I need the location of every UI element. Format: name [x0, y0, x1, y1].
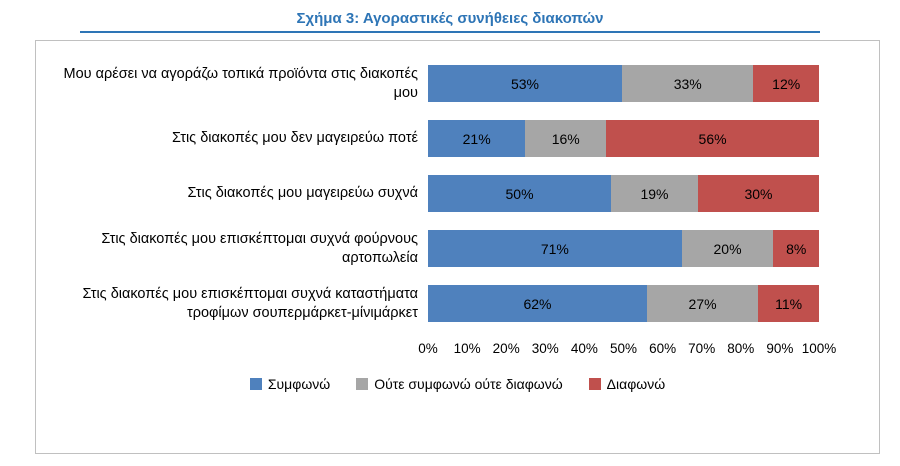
chart-title: Σχήμα 3: Αγοραστικές συνήθειες διακοπών — [296, 10, 604, 27]
x-tick-label: 50% — [609, 341, 638, 356]
stacked-bar: 62% 27% 11% — [428, 285, 819, 322]
x-tick-label: 40% — [570, 341, 598, 356]
segment-value-label: 62% — [523, 295, 552, 312]
bar-segment: 12% — [753, 65, 819, 102]
x-tick-label: 100% — [801, 341, 837, 356]
segment-value-label: 53% — [510, 75, 540, 92]
segment-value-label: 50% — [505, 185, 534, 202]
bar-segment: 53% — [428, 65, 623, 102]
legend-item: Διαφωνώ — [588, 376, 666, 392]
bar-segment: 30% — [697, 175, 819, 212]
legend-item: Συμφωνώ — [249, 376, 331, 392]
title-area: Σχήμα 3: Αγοραστικές συνήθειες διακοπών — [0, 0, 900, 33]
chart-row: Στις διακοπές μου επισκέπτομαι συχνά κατ… — [46, 285, 819, 322]
stacked-bar: 21% 16% 56% — [428, 120, 819, 157]
x-tick-label: 0% — [418, 341, 438, 356]
legend-label: Ούτε συμφωνώ ούτε διαφωνώ — [374, 376, 563, 392]
x-tick-label: 90% — [766, 341, 794, 356]
stacked-bar: 53% 33% 12% — [428, 65, 819, 102]
bar-segment: 27% — [646, 285, 759, 322]
legend-swatch-icon — [356, 378, 369, 390]
category-label: Μου αρέσει να αγοράζω τοπικά προϊόντα στ… — [63, 66, 418, 101]
x-tick-label: 10% — [453, 341, 481, 356]
segment-value-label: 12% — [772, 75, 801, 92]
legend-label: Συμφωνώ — [267, 376, 331, 392]
stacked-bar: 50% 19% 30% — [428, 175, 819, 212]
bar-segment: 71% — [428, 230, 682, 267]
category-label: Στις διακοπές μου μαγειρεύω συχνά — [187, 185, 419, 202]
chart-plot-box: Μου αρέσει να αγοράζω τοπικά προϊόντα στ… — [35, 40, 880, 454]
bar-segment: 21% — [428, 120, 526, 157]
bar-rows: Μου αρέσει να αγοράζω τοπικά προϊόντα στ… — [46, 65, 820, 340]
chart-row: Στις διακοπές μου μαγειρεύω συχνά 50% 19% 3… — [46, 175, 819, 212]
legend-item: Ούτε συμφωνώ ούτε διαφωνώ — [356, 376, 563, 392]
segment-value-label: 30% — [744, 185, 773, 202]
chart-row: Στις διακοπές μου επισκέπτομαι συχνά φού… — [46, 230, 820, 267]
bar-segment: 56% — [606, 120, 819, 157]
title-underline — [80, 31, 820, 33]
segment-value-label: 56% — [698, 130, 727, 147]
category-label: Στις διακοπές μου δεν μαγειρεύω ποτέ — [171, 130, 418, 147]
segment-value-label: 8% — [786, 240, 807, 257]
category-label: Στις διακοπές μου επισκέπτομαι συχνά φού… — [101, 231, 418, 266]
stacked-bar: 71% 20% 8% — [428, 230, 820, 267]
bar-segment: 19% — [611, 175, 698, 212]
bar-segment: 62% — [428, 285, 647, 322]
segment-value-label: 16% — [551, 130, 580, 147]
x-axis: 0% 10% 20% 30% 40% 50% 60% 70% 80% 90% 100% — [418, 341, 836, 361]
segment-value-label: 33% — [673, 75, 702, 92]
legend-swatch-icon — [588, 378, 601, 390]
category-label: Στις διακοπές μου επισκέπτομαι συχνά κατ… — [82, 286, 418, 321]
x-tick-label: 70% — [688, 341, 716, 356]
segment-value-label: 27% — [688, 295, 717, 312]
chart-row: Στις διακοπές μου δεν μαγειρεύω ποτέ 21% 1… — [46, 120, 819, 157]
legend: Συμφωνώ Ούτε συμφωνώ ούτε διαφωνώ Διαφωνώ — [36, 376, 879, 392]
bar-segment: 33% — [622, 65, 754, 102]
x-tick-label: 60% — [649, 341, 677, 356]
x-tick-label: 80% — [727, 341, 755, 356]
legend-label: Διαφωνώ — [606, 376, 666, 392]
segment-value-label: 11% — [775, 295, 803, 312]
bar-segment: 50% — [428, 175, 612, 212]
bar-segment: 20% — [681, 230, 774, 267]
x-tick-label: 30% — [531, 341, 559, 356]
segment-value-label: 71% — [540, 240, 569, 257]
segment-value-label: 19% — [640, 185, 669, 202]
segment-value-label: 21% — [462, 130, 491, 147]
segment-value-label: 20% — [713, 240, 742, 257]
bar-segment: 11% — [758, 285, 819, 322]
legend-swatch-icon — [249, 378, 262, 390]
chart-row: Μου αρέσει να αγοράζω τοπικά προϊόντα στ… — [46, 65, 819, 102]
bar-segment: 16% — [525, 120, 607, 157]
bar-segment: 8% — [773, 230, 820, 267]
x-tick-label: 20% — [492, 341, 520, 356]
